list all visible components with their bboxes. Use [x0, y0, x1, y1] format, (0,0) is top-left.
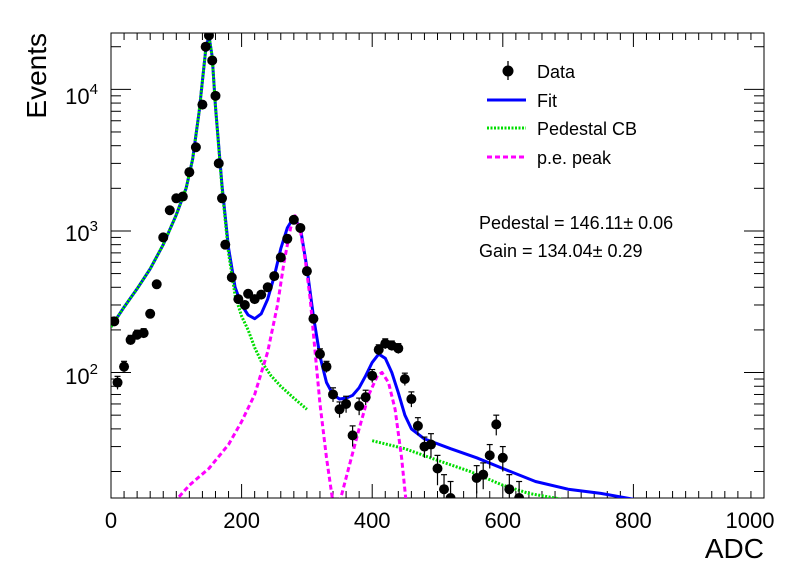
data-point — [151, 279, 162, 290]
data-point — [432, 463, 443, 474]
data-point — [213, 158, 224, 169]
data-point — [360, 392, 371, 403]
y-tick-label: 104 — [65, 81, 98, 109]
y-axis-label: Events — [21, 33, 52, 119]
data-point — [328, 389, 339, 400]
data-point — [301, 266, 312, 277]
legend-item-pe-peak: p.e. peak — [487, 148, 612, 168]
fit-annotation-gain: Gain = 134.04± 0.29 — [479, 241, 643, 261]
x-tick-label: 1000 — [726, 508, 775, 533]
data-point — [111, 316, 120, 327]
series-2-curve — [111, 34, 308, 411]
data-point — [112, 377, 123, 388]
data-points — [111, 33, 525, 498]
legend-marker-icon — [502, 65, 514, 77]
x-axis-label: ADC — [705, 533, 764, 564]
data-point — [295, 222, 306, 233]
data-point — [210, 90, 221, 101]
data-point — [373, 344, 384, 355]
data-point — [288, 214, 299, 225]
data-point — [367, 370, 378, 381]
data-point — [200, 41, 211, 52]
x-tick-label: 600 — [484, 508, 521, 533]
series-1-curve — [111, 34, 636, 498]
data-point — [341, 398, 352, 409]
data-point — [256, 289, 267, 300]
data-point — [119, 361, 130, 372]
data-point — [308, 313, 319, 324]
legend-label: p.e. peak — [537, 148, 612, 168]
data-point — [197, 99, 208, 110]
y-tick-label: 103 — [65, 218, 98, 246]
y-tick-label: 102 — [65, 361, 98, 389]
fit-annotation-pedestal: Pedestal = 146.11± 0.06 — [479, 213, 673, 233]
data-point — [497, 452, 508, 463]
x-tick-label: 0 — [105, 508, 117, 533]
x-tick-labels: 0 200 400 600 800 1000 — [105, 508, 775, 533]
legend-label: Fit — [537, 91, 557, 111]
data-point — [484, 450, 495, 461]
data-point — [439, 484, 450, 495]
series-4-curve — [176, 214, 334, 498]
data-point — [190, 142, 201, 153]
x-tick-label: 400 — [354, 508, 391, 533]
series-3-curve — [371, 439, 564, 498]
data-point — [393, 343, 404, 354]
axis-ticks — [110, 33, 765, 498]
data-point — [406, 394, 417, 405]
legend-label: Pedestal CB — [537, 119, 637, 139]
series-5-curve — [339, 371, 408, 498]
legend-label: Data — [537, 62, 576, 82]
data-point — [145, 308, 156, 319]
data-point — [239, 299, 250, 310]
data-point — [445, 493, 456, 498]
legend: Data Fit Pedestal CB p.e. peak — [487, 61, 637, 168]
data-point — [158, 232, 169, 243]
legend-item-data: Data — [502, 61, 576, 82]
legend-item-fit: Fit — [487, 91, 557, 111]
data-point — [514, 493, 525, 498]
data-point — [269, 271, 280, 282]
data-point — [399, 374, 410, 385]
data-point — [354, 401, 365, 412]
data-point — [233, 294, 244, 305]
data-point — [262, 282, 273, 293]
data-point — [226, 272, 237, 283]
data-point — [347, 430, 358, 441]
y-tick-labels: 102 103 104 — [65, 81, 98, 389]
data-point — [314, 349, 325, 360]
data-point — [217, 193, 228, 204]
x-tick-label: 200 — [223, 508, 260, 533]
data-point — [138, 328, 149, 339]
data-point — [184, 167, 195, 178]
data-point — [275, 252, 286, 263]
data-point — [164, 205, 175, 216]
data-point — [491, 419, 502, 430]
fit-curves — [111, 34, 636, 498]
data-point — [412, 420, 423, 431]
data-point — [504, 484, 515, 495]
x-tick-label: 800 — [615, 508, 652, 533]
plot-frame — [110, 32, 765, 499]
data-point — [203, 33, 214, 41]
data-point — [478, 469, 489, 480]
data-point — [282, 233, 293, 244]
data-point — [425, 439, 436, 450]
data-point — [207, 55, 218, 66]
legend-item-pedestal-cb: Pedestal CB — [487, 119, 637, 139]
data-point — [321, 361, 332, 372]
data-point — [177, 191, 188, 202]
data-point — [220, 239, 231, 250]
